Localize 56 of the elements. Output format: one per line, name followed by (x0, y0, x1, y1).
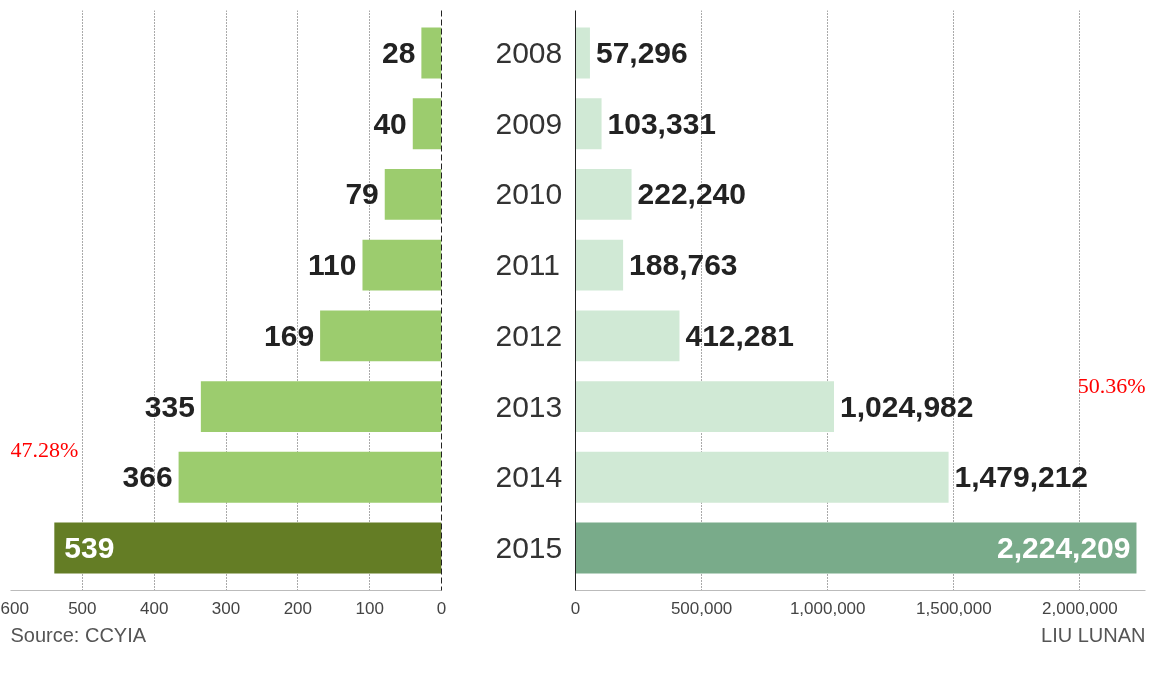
x-tick-label: 2,000,000 (1042, 598, 1118, 618)
x-tick-label: 300 (211, 598, 241, 618)
x-tick-label: 0 (436, 598, 447, 618)
data-label: 366 (122, 460, 173, 494)
y-tick-label: 2012 (495, 318, 563, 352)
text: LIU LUNAN (1041, 623, 1146, 646)
bar (320, 310, 442, 362)
data-label: 1,024,982 (840, 389, 974, 423)
data-label: 110 (308, 248, 357, 282)
y-tick-label: 2013 (495, 389, 563, 423)
bar (575, 27, 590, 79)
y-tick-label: 2010 (495, 177, 563, 211)
bar (575, 522, 1137, 574)
data-label: 28 (382, 35, 416, 69)
bar (575, 168, 632, 220)
y-tick-label: 2011 (495, 248, 561, 282)
bar (178, 451, 442, 503)
data-label: 40 (373, 106, 407, 140)
bar (575, 310, 680, 362)
data-label: 188,763 (629, 248, 738, 282)
y-tick-label: 2014 (495, 460, 563, 494)
data-label: 335 (144, 389, 195, 423)
data-label: 79 (345, 177, 379, 211)
bar (362, 239, 442, 291)
y-tick-label: 2008 (495, 35, 563, 69)
x-tick-label: 1,500,000 (916, 598, 992, 618)
bar (54, 522, 442, 574)
bar (575, 239, 624, 291)
data-label: 57,296 (595, 35, 688, 69)
bar (412, 98, 442, 150)
bar (575, 98, 602, 150)
data-label: 222,240 (637, 177, 746, 211)
source-note: Source: CCYIA (10, 623, 147, 646)
x-tick-label: 100 (355, 598, 384, 618)
x-tick-label: 200 (283, 598, 313, 618)
x-tick-label: 500 (68, 598, 97, 618)
data-label: 539 (64, 531, 115, 565)
bar (421, 27, 442, 79)
x-tick-label: 1,000,000 (789, 598, 866, 618)
x-tick-label: 600 (0, 598, 29, 618)
data-label: 1,479,212 (954, 460, 1089, 494)
data-label: 412,281 (685, 318, 794, 352)
x-tick-label: 500,000 (670, 598, 733, 618)
data-label: 103,331 (607, 106, 717, 140)
y-tick-label: 2009 (495, 106, 563, 140)
data-label: 169 (264, 318, 315, 352)
data-label: 2,224,209 (997, 531, 1131, 565)
x-tick-label: 0 (570, 598, 581, 618)
bar (575, 451, 949, 503)
annotation: 47.28% (10, 436, 79, 462)
annotation: 50.36% (1077, 372, 1146, 398)
bar (200, 381, 442, 433)
x-tick-label: 400 (139, 598, 169, 618)
bar (384, 168, 442, 220)
bar (575, 381, 835, 433)
y-tick-label: 2015 (495, 531, 563, 565)
